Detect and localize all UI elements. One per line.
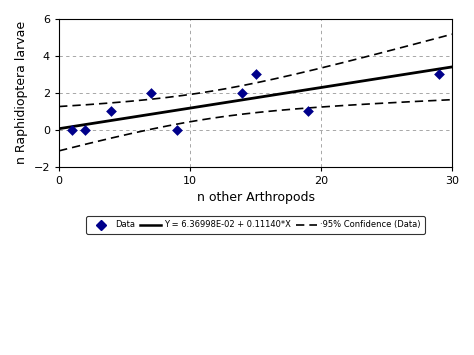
- Legend: Data, Y = 6.36998E-02 + 0.11140*X, ·95% Confidence (Data): Data, Y = 6.36998E-02 + 0.11140*X, ·95% …: [86, 216, 425, 234]
- Point: [108, 109, 115, 114]
- Point: [238, 90, 246, 96]
- Point: [147, 90, 155, 96]
- X-axis label: n other Arthropods: n other Arthropods: [197, 191, 315, 204]
- Point: [304, 109, 312, 114]
- Point: [252, 72, 259, 77]
- Point: [173, 127, 181, 133]
- Point: [68, 127, 76, 133]
- Point: [82, 127, 89, 133]
- Y-axis label: n Raphidioptera larvae: n Raphidioptera larvae: [15, 21, 28, 164]
- Point: [435, 72, 443, 77]
